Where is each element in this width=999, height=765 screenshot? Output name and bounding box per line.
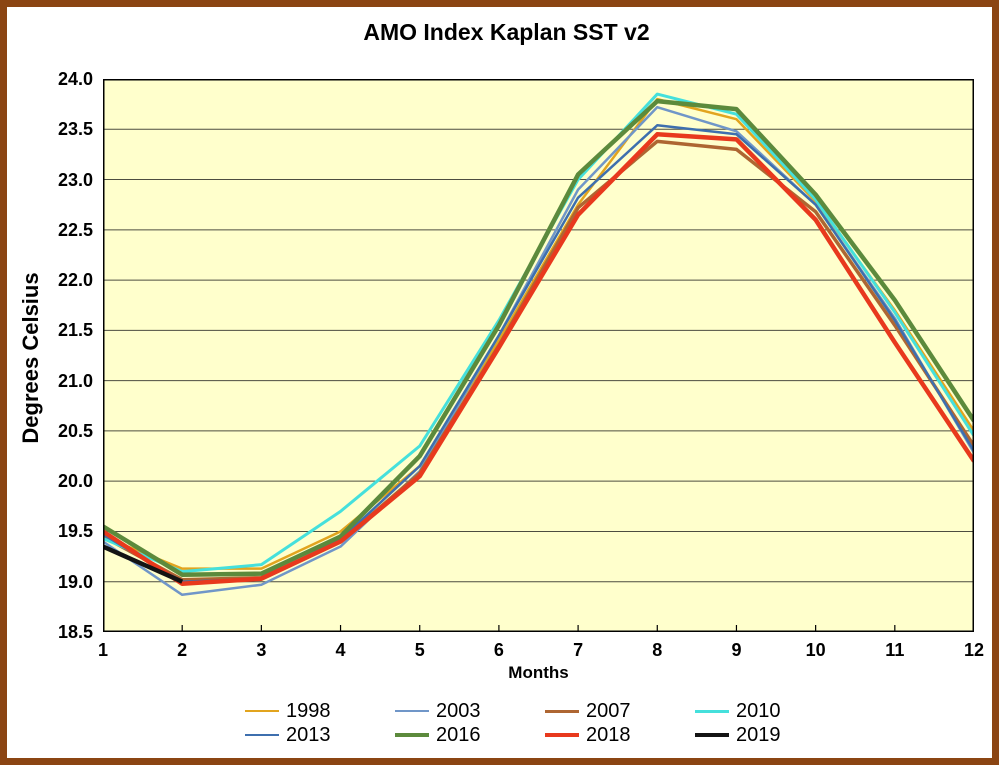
y-tick-label: 19.5 [57, 521, 93, 542]
legend-line-swatch [245, 710, 279, 712]
series-line-2016 [101, 98, 976, 577]
legend-label: 2003 [436, 700, 481, 722]
chart-title: AMO Index Kaplan SST v2 [363, 19, 650, 45]
legend-item-2018: 2018 [545, 725, 695, 745]
y-tick-label: 24.0 [57, 69, 93, 89]
y-tick-label: 21.5 [57, 320, 93, 341]
legend-item-2016: 2016 [395, 725, 545, 745]
x-tick-label: 6 [493, 640, 504, 660]
legend-label: 2010 [736, 700, 781, 722]
y-tick-label: 22.0 [57, 270, 93, 291]
legend-label: 2013 [286, 724, 331, 746]
chart-legend: 1998 2003 2007 2010 2013 2016 2018 2019 [245, 699, 865, 747]
y-tick-label: 23.0 [57, 169, 93, 190]
legend-item-2013: 2013 [245, 725, 395, 745]
x-tick-label: 12 [963, 640, 985, 660]
chart-canvas [101, 79, 976, 632]
legend-item-2019: 2019 [695, 725, 845, 745]
y-tick-label: 20.0 [57, 471, 93, 492]
x-tick-label: 7 [573, 640, 584, 660]
legend-item-2007: 2007 [545, 701, 695, 721]
legend-line-swatch [545, 733, 579, 737]
legend-label: 2007 [586, 700, 631, 722]
x-tick-label: 11 [885, 640, 905, 660]
x-tick-label: 2 [177, 640, 188, 660]
x-tick-label: 5 [414, 640, 425, 660]
plot-frame [103, 79, 974, 632]
legend-line-swatch [395, 733, 429, 737]
legend-line-swatch [695, 733, 729, 737]
legend-line-swatch [395, 710, 429, 712]
series-line-2019 [102, 544, 184, 584]
x-tick-label: 4 [335, 640, 346, 660]
legend-label: 1998 [286, 700, 331, 722]
plot-background [103, 79, 974, 632]
x-tick-label: 9 [731, 640, 742, 660]
legend-item-2003: 2003 [395, 701, 545, 721]
x-tick-label: 3 [256, 640, 267, 660]
legend-line-swatch [245, 734, 279, 736]
y-tick-label: 23.5 [57, 119, 93, 140]
series-line-2018 [101, 132, 976, 586]
y-tick-label: 18.5 [57, 622, 93, 642]
legend-line-swatch [695, 709, 729, 713]
y-tick-label: 20.5 [57, 420, 93, 441]
legend-label: 2016 [436, 724, 481, 746]
x-tick-label: 8 [652, 640, 663, 660]
legend-label: 2019 [736, 724, 781, 746]
plot-area [101, 79, 976, 632]
y-tick-label: 19.0 [57, 571, 93, 592]
legend-line-swatch [545, 709, 579, 713]
y-tick-label: 21.0 [57, 370, 93, 391]
x-axis-title: Months [508, 663, 569, 682]
legend-label: 2018 [586, 724, 631, 746]
x-tick-label: 10 [805, 640, 826, 660]
y-tick-label: 22.5 [57, 219, 93, 240]
legend-item-1998: 1998 [245, 701, 395, 721]
legend-item-2010: 2010 [695, 701, 845, 721]
x-tick-label: 1 [97, 640, 108, 660]
